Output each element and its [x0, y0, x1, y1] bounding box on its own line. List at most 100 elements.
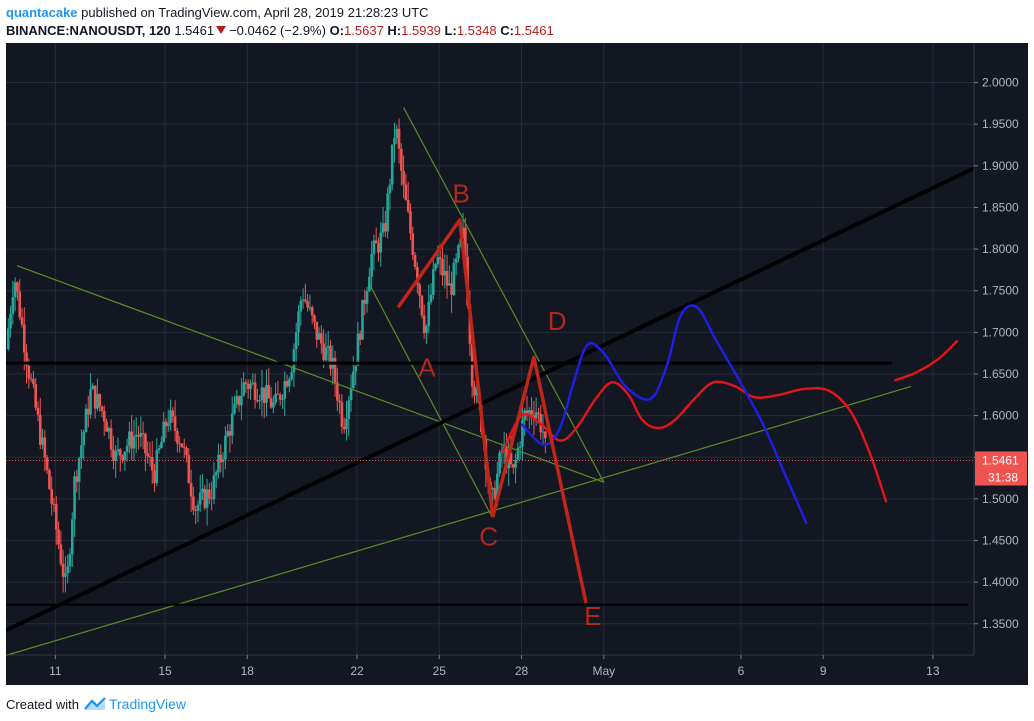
candle-up: [448, 283, 451, 286]
green-trendline[interactable]: [403, 107, 605, 483]
candle-down: [333, 357, 337, 383]
tradingview-brand-link[interactable]: TradingView: [108, 696, 187, 712]
candle-up: [432, 269, 435, 295]
price-chart[interactable]: A B C D E 2.0000 1.9500 1.9000 1.8500 1.8000 1.75…: [6, 43, 1028, 686]
candle-up: [388, 184, 392, 194]
candle-down: [397, 128, 401, 149]
candle-down: [194, 510, 197, 512]
candle-up: [372, 240, 376, 255]
candle-down: [315, 321, 319, 340]
candle-down: [29, 378, 33, 380]
price-tick-label: 1.8500: [982, 200, 1019, 214]
candle-down: [34, 384, 38, 408]
candle-up: [198, 492, 202, 505]
candle-up: [272, 402, 275, 408]
candle-down: [246, 383, 250, 389]
price-tick-label: 1.4000: [982, 575, 1019, 589]
candle-up: [518, 446, 522, 448]
candle-down: [48, 470, 51, 490]
candle-up: [258, 400, 261, 402]
wave-label-d[interactable]: D: [548, 306, 567, 336]
grid-lines: [6, 43, 974, 655]
candle-up: [534, 412, 538, 419]
candle-down: [340, 402, 344, 427]
black-trendline[interactable]: [6, 166, 975, 633]
green-trendline[interactable]: [370, 286, 492, 516]
candle-down: [22, 324, 26, 353]
close-value: 1.5461: [513, 23, 554, 38]
wave-label-c[interactable]: C: [479, 522, 498, 552]
candle-up: [160, 442, 163, 449]
candle-up: [123, 451, 127, 460]
blue-projection-path[interactable]: [520, 304, 808, 525]
green-trendline[interactable]: [6, 385, 912, 656]
author-link[interactable]: quantacake: [6, 5, 78, 20]
candle-down: [306, 301, 309, 308]
candle-down: [313, 315, 316, 322]
candle-down: [210, 498, 213, 500]
candle-up: [132, 436, 136, 449]
last-price-label: 1.5461: [982, 453, 1019, 467]
candle-down: [144, 433, 147, 454]
candle-up: [429, 294, 433, 302]
wave-cde-path[interactable]: [491, 355, 588, 604]
candle-down: [112, 449, 115, 461]
candle-up: [541, 431, 545, 433]
candle-down: [20, 317, 24, 325]
wave-label-b[interactable]: B: [453, 179, 470, 209]
wave-bc-path[interactable]: [396, 218, 495, 518]
candle-up: [516, 447, 520, 460]
price-axis[interactable]: [974, 43, 1028, 685]
candle-down: [185, 447, 188, 456]
red-projection-path[interactable]: [501, 380, 888, 503]
candle-down: [61, 563, 65, 577]
price-tick-label: 1.7500: [982, 284, 1019, 298]
candle-up: [128, 431, 131, 446]
candle-down: [418, 284, 421, 296]
price-tick-label: 1.3500: [982, 617, 1019, 631]
candle-up: [217, 454, 220, 473]
time-tick-label: May: [592, 664, 615, 678]
candle-up: [326, 345, 330, 348]
candle-up: [528, 410, 531, 414]
candle-down: [176, 431, 179, 444]
candle-up: [242, 382, 245, 396]
candle-up: [461, 227, 465, 239]
candle-up: [349, 387, 353, 401]
time-axis[interactable]: [6, 655, 1028, 685]
candle-down: [304, 299, 307, 302]
candle-up: [294, 332, 298, 350]
publish-info: published on TradingView.com, April 28, …: [81, 5, 429, 20]
candle-down: [182, 447, 186, 449]
price-tick-label: 1.9500: [982, 117, 1019, 131]
candle-down: [493, 488, 497, 499]
chart-header: quantacake published on TradingView.com,…: [6, 4, 1026, 42]
candle-up: [91, 385, 95, 390]
candle-down: [192, 496, 195, 511]
candle-down: [50, 489, 54, 504]
candle-down: [180, 443, 184, 448]
candle-down: [336, 382, 339, 401]
candle-down: [178, 443, 181, 445]
candle-up: [496, 473, 499, 499]
candle-up: [66, 566, 69, 574]
candle-down: [358, 333, 362, 340]
candle-down: [45, 457, 49, 471]
candle-down: [377, 243, 380, 253]
price-tick-label: 2.0000: [982, 76, 1019, 90]
candle-up: [288, 379, 291, 387]
candle-down: [173, 416, 177, 432]
candle-up: [260, 387, 264, 401]
candle-up: [434, 264, 437, 270]
candle-up: [162, 421, 165, 443]
candle-up: [251, 382, 255, 384]
candle-up: [82, 432, 85, 446]
candle-down: [544, 431, 547, 439]
wave-label-e[interactable]: E: [584, 601, 601, 631]
candle-down: [464, 227, 467, 257]
footer: Created with TradingView: [6, 694, 186, 714]
candle-down: [130, 431, 133, 449]
candle-down: [137, 434, 140, 437]
wave-label-a[interactable]: A: [418, 353, 436, 383]
red-projection-path-2[interactable]: [894, 339, 959, 382]
